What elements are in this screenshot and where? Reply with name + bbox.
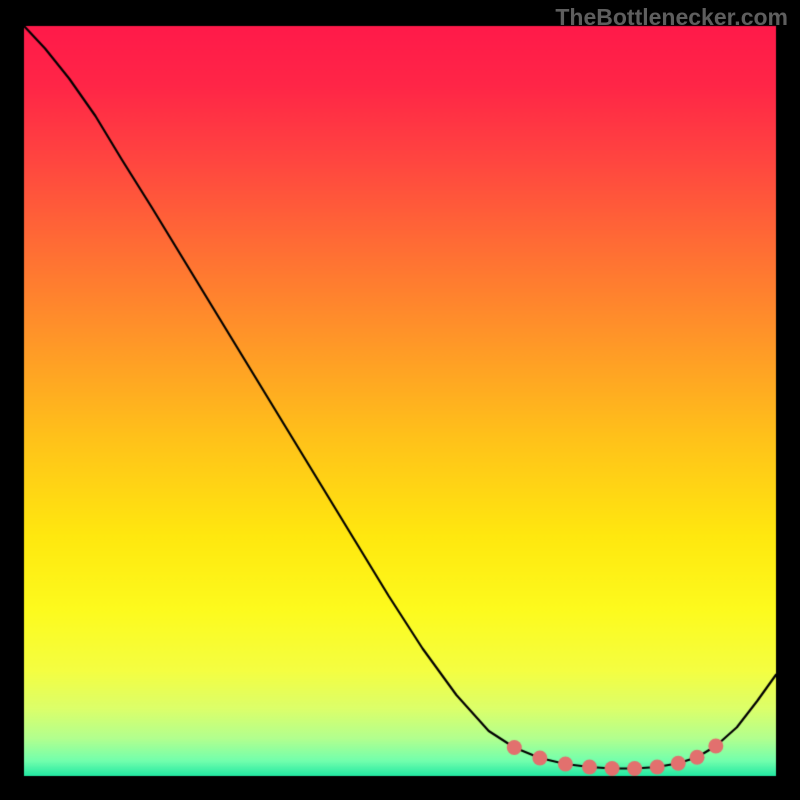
heatmap-line-chart bbox=[0, 0, 800, 800]
watermark-label: TheBottlenecker.com bbox=[555, 4, 788, 31]
chart-container: TheBottlenecker.com bbox=[0, 0, 800, 800]
